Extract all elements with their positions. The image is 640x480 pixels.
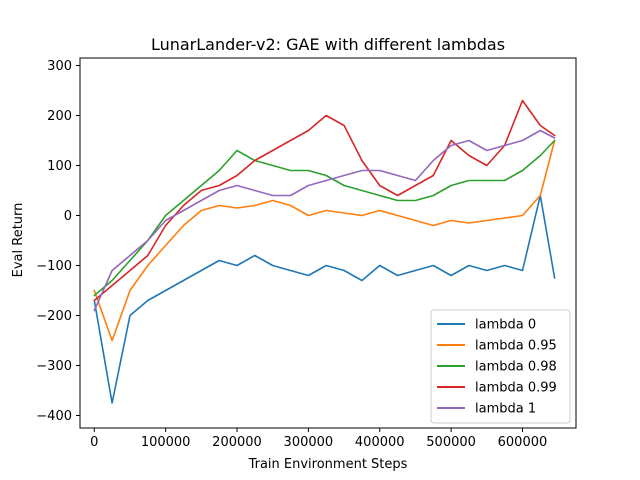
series-line-4 (93, 129, 556, 312)
x-axis-title: Train Environment Steps (248, 457, 408, 472)
y-tick-label: 200 (47, 109, 72, 124)
x-tick-label: 400000 (355, 435, 405, 450)
y-tick-label: −100 (36, 259, 72, 274)
legend-box (430, 309, 571, 424)
y-tick-label: −200 (36, 309, 72, 324)
plot-frame (79, 57, 577, 429)
x-tick-label: 500000 (426, 435, 476, 450)
series-line-1 (93, 139, 556, 342)
series-line-3 (93, 99, 556, 302)
series-layer (93, 99, 556, 404)
x-tick-label: 100000 (141, 435, 191, 450)
series-line-0 (93, 194, 556, 404)
y-axis-title: Eval Return (11, 203, 26, 278)
y-tick-label: −400 (36, 409, 72, 424)
y-tick-label: −300 (36, 359, 72, 374)
series-line-2 (93, 139, 556, 297)
x-tick-label: 600000 (498, 435, 548, 450)
legend-label-2: lambda 0.98 (475, 360, 557, 375)
y-tick-label: 100 (47, 159, 72, 174)
y-tick-label: 0 (64, 209, 72, 224)
legend-label-1: lambda 0.95 (475, 339, 557, 354)
y-tick-label: 300 (47, 59, 72, 74)
x-tick-label: 0 (90, 435, 98, 450)
legend: lambda 0 lambda 0.95 lambda 0.98 lambda 0.9… (430, 309, 571, 424)
x-tick-label: 200000 (212, 435, 262, 450)
legend-label-4: lambda 1 (475, 402, 536, 417)
chart-title: LunarLander-v2: GAE with different lambd… (151, 35, 505, 54)
legend-label-0: lambda 0 (475, 318, 536, 333)
axes-layer: 0 100000 200000 300000 400000 500000 600000 −40… (36, 57, 577, 450)
legend-label-3: lambda 0.99 (475, 381, 557, 396)
x-tick-label: 300000 (284, 435, 334, 450)
